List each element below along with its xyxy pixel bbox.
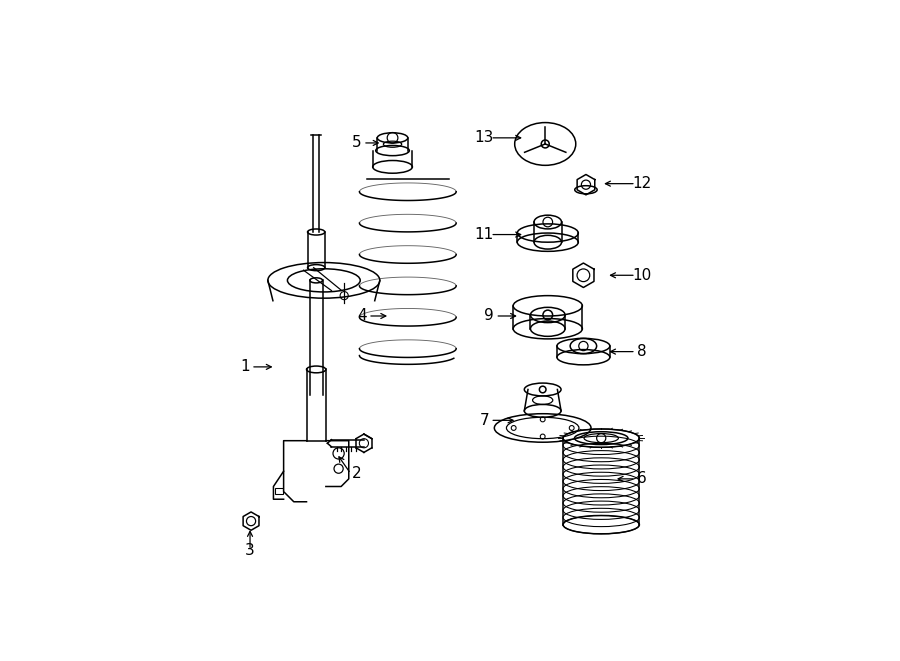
Text: 10: 10 (633, 268, 652, 283)
Bar (275, 488, 284, 494)
Text: 9: 9 (484, 309, 494, 323)
Text: 3: 3 (245, 543, 255, 558)
Text: 13: 13 (474, 130, 494, 145)
Text: 1: 1 (240, 360, 250, 374)
Text: 5: 5 (352, 136, 362, 151)
Text: 2: 2 (352, 466, 362, 481)
Text: 6: 6 (637, 471, 647, 486)
Text: 11: 11 (474, 227, 494, 242)
Text: 12: 12 (633, 176, 652, 191)
Text: 8: 8 (637, 344, 647, 359)
Text: 4: 4 (357, 309, 367, 323)
Text: 7: 7 (480, 413, 489, 428)
